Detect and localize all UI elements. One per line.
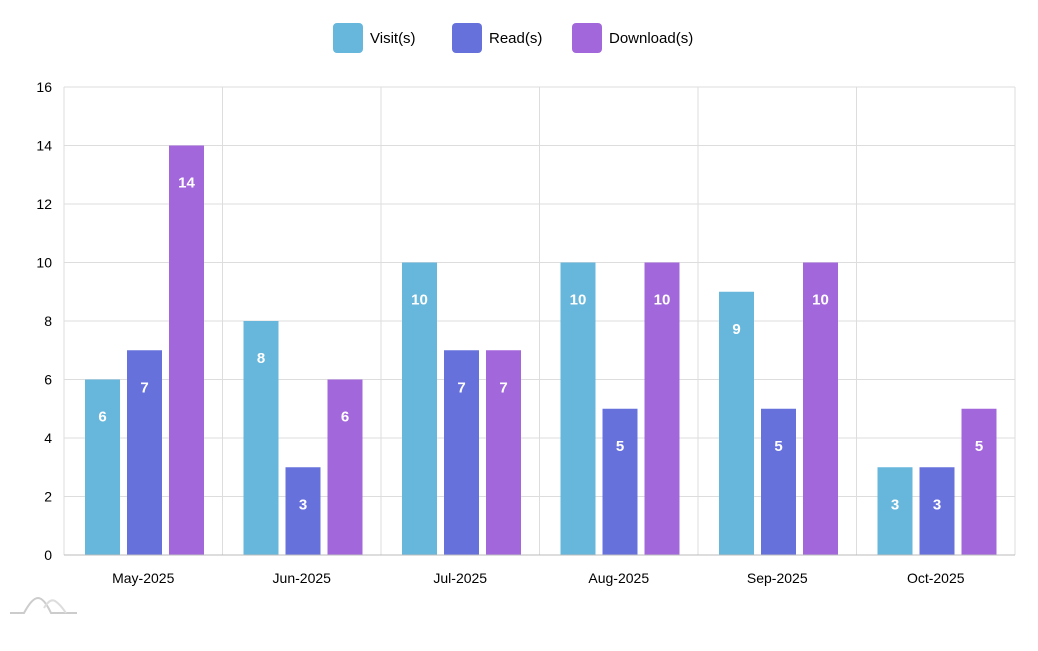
- bar-reads[interactable]: [285, 467, 321, 555]
- bar-reads[interactable]: [761, 408, 796, 555]
- bar-downloads[interactable]: [644, 262, 680, 556]
- bar-reads[interactable]: [919, 467, 955, 555]
- x-tick-label: Jul-2025: [433, 570, 487, 586]
- data-label: 14: [178, 175, 195, 192]
- bar-visits[interactable]: [402, 262, 437, 556]
- bar-reads[interactable]: [602, 408, 638, 555]
- y-tick-label: 14: [36, 138, 52, 154]
- bar-reads[interactable]: [127, 350, 162, 555]
- chart-legend: Visit(s) Read(s) Download(s): [0, 23, 1038, 53]
- grid: [63, 86, 1016, 556]
- y-tick-label: 0: [44, 547, 52, 563]
- bar-visits[interactable]: [877, 467, 913, 555]
- data-label: 3: [299, 496, 307, 513]
- data-label: 5: [774, 438, 782, 455]
- legend-swatch-visits: [333, 23, 363, 53]
- data-label: 5: [975, 438, 983, 455]
- legend-item-visits[interactable]: Visit(s): [333, 23, 416, 53]
- x-tick-label: Aug-2025: [588, 570, 649, 586]
- data-label: 5: [616, 438, 624, 455]
- y-tick-label: 6: [44, 372, 52, 388]
- y-tick-label: 16: [36, 79, 52, 95]
- amcharts-logo-icon[interactable]: [10, 596, 77, 614]
- data-label: 7: [499, 379, 507, 396]
- data-label: 6: [341, 409, 349, 426]
- bar-visits[interactable]: [85, 379, 120, 556]
- y-tick-label: 10: [36, 255, 52, 271]
- x-tick-label: May-2025: [112, 570, 174, 586]
- data-label: 7: [140, 379, 148, 396]
- y-tick-label: 12: [36, 196, 52, 212]
- bar-downloads[interactable]: [169, 145, 204, 556]
- data-label: 10: [570, 292, 587, 309]
- bar-reads[interactable]: [444, 350, 479, 555]
- bar-visits[interactable]: [560, 262, 596, 556]
- data-label: 10: [654, 292, 671, 309]
- x-tick-label: Jun-2025: [273, 570, 332, 586]
- data-label: 3: [891, 496, 899, 513]
- axes: 0 2 4 6 8 10 12 14 16 May-2025 Jun-2025 Jul-2025 Aug…: [36, 79, 1015, 586]
- data-label: 10: [812, 292, 829, 309]
- bar-visits[interactable]: [719, 291, 754, 555]
- x-tick-label: Oct-2025: [907, 570, 965, 586]
- bar-downloads[interactable]: [803, 262, 838, 556]
- y-tick-label: 8: [44, 313, 52, 329]
- legend-label-reads: Read(s): [489, 29, 543, 47]
- legend-label-visits: Visit(s): [370, 29, 416, 47]
- y-tick-label: 4: [44, 430, 52, 446]
- bar-visits[interactable]: [243, 321, 279, 555]
- y-tick-label: 2: [44, 489, 52, 505]
- data-label: 3: [933, 496, 941, 513]
- bar-downloads[interactable]: [961, 408, 997, 555]
- legend-item-downloads[interactable]: Download(s): [572, 23, 693, 53]
- legend-item-reads[interactable]: Read(s): [452, 23, 542, 53]
- legend-swatch-reads: [452, 23, 482, 53]
- data-label: 10: [411, 292, 428, 309]
- bar-downloads[interactable]: [486, 350, 521, 555]
- data-label: 9: [732, 321, 740, 338]
- legend-swatch-downloads: [572, 23, 602, 53]
- x-tick-label: Sep-2025: [747, 570, 808, 586]
- data-label: 7: [457, 379, 465, 396]
- bar-downloads[interactable]: [327, 379, 363, 556]
- bars: 6 7 14 8 3 6 10 7 7 10 5 10 9 5 10 3 3 5: [85, 145, 997, 556]
- data-label: 6: [98, 409, 106, 426]
- legend-label-downloads: Download(s): [609, 29, 694, 47]
- data-label: 8: [257, 350, 265, 367]
